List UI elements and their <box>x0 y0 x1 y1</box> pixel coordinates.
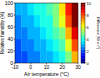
colorbar <box>81 3 85 63</box>
colorbar-tick-label: 2 <box>87 49 90 54</box>
cell <box>28 27 35 39</box>
colorbar-tick-label: 8 <box>87 13 90 18</box>
cell <box>40 27 47 39</box>
cell <box>65 15 72 27</box>
y-tick <box>14 51 16 52</box>
y-tick-label: 100 <box>5 0 14 6</box>
colorbar-frame <box>81 3 85 63</box>
cell <box>53 39 60 51</box>
cell <box>28 3 35 15</box>
colorbar-tick-label: 4 <box>87 37 90 42</box>
cell <box>72 15 78 27</box>
colorbar-swatch <box>81 3 85 5</box>
cell <box>65 27 72 39</box>
x-tick-label: 30 <box>75 64 81 70</box>
y-tick <box>14 3 16 4</box>
cell <box>15 15 22 27</box>
y-tick-label: 80 <box>7 12 13 18</box>
cell <box>59 27 66 39</box>
cell <box>47 27 54 39</box>
x-tick-label: 20 <box>59 64 65 70</box>
cell <box>21 51 28 63</box>
cell <box>65 51 72 63</box>
cell <box>47 51 54 63</box>
cell <box>72 51 78 63</box>
cell <box>53 51 60 63</box>
cell <box>28 15 35 27</box>
cell <box>59 15 66 27</box>
cell <box>59 3 66 15</box>
cell <box>15 39 22 51</box>
cell <box>21 39 28 51</box>
cell <box>15 51 22 63</box>
cell <box>34 27 41 39</box>
y-tick <box>14 63 16 64</box>
cell <box>34 3 41 15</box>
colorbar-tick-label: 6 <box>87 25 90 30</box>
colorbar-tick-label: 0 <box>87 61 90 66</box>
cell <box>59 51 66 63</box>
cell <box>72 39 78 51</box>
cell <box>65 3 72 15</box>
cell <box>15 3 22 15</box>
cell <box>59 39 66 51</box>
cell <box>28 39 35 51</box>
x-tick-label: 10 <box>44 64 50 70</box>
cell <box>28 51 35 63</box>
cell <box>53 3 60 15</box>
cell <box>21 27 28 39</box>
cell <box>15 27 22 39</box>
cell <box>65 39 72 51</box>
y-tick <box>14 39 16 40</box>
x-tick-label: 0 <box>29 64 32 70</box>
cell <box>34 51 41 63</box>
cell <box>21 15 28 27</box>
y-label: Relative humidity (%) <box>0 11 5 54</box>
cell <box>21 3 28 15</box>
cell <box>72 27 78 39</box>
cells <box>15 3 78 63</box>
y-tick-label: 60 <box>7 24 13 30</box>
cell <box>53 15 60 27</box>
cell <box>40 15 47 27</box>
x-label: Air temperature (°C) <box>24 71 69 77</box>
cell <box>40 3 47 15</box>
cell <box>34 15 41 27</box>
cell <box>34 39 41 51</box>
colorbar-tick-label: 10 <box>87 1 92 6</box>
frame <box>15 3 78 63</box>
colorbar-label: Difference (W m⁻²) <box>96 17 100 50</box>
y-tick-label: 0 <box>10 60 13 66</box>
chart: -100102030020406080100Air temperature (°… <box>0 0 100 78</box>
y-tick <box>14 15 16 16</box>
cell <box>53 27 60 39</box>
y-tick <box>14 27 16 28</box>
cell <box>47 39 54 51</box>
cell <box>47 3 54 15</box>
y-tick-label: 40 <box>7 36 13 42</box>
cell <box>72 3 78 15</box>
y-tick-label: 20 <box>7 48 13 54</box>
cell <box>40 51 47 63</box>
cell <box>40 39 47 51</box>
cell <box>47 15 54 27</box>
